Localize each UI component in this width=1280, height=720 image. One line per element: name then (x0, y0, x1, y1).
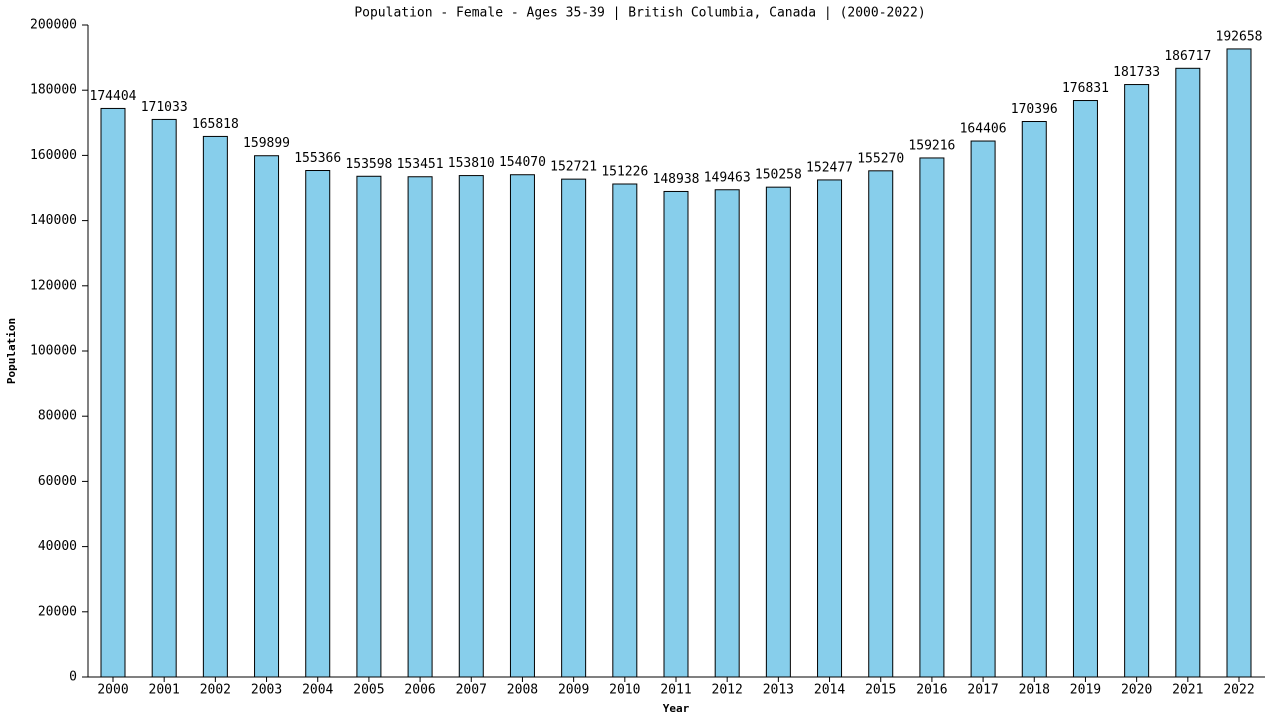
data-label: 176831 (1062, 81, 1109, 96)
data-label: 153451 (397, 157, 444, 172)
data-label: 153810 (448, 156, 495, 171)
bar (561, 178, 587, 678)
x-tick-label: 2005 (353, 683, 384, 698)
x-tick-label: 2020 (1121, 683, 1152, 698)
chart-title: Population - Female - Ages 35-39 | Briti… (354, 6, 925, 21)
bar (919, 157, 945, 678)
x-tick-label: 2011 (660, 683, 691, 698)
x-tick-label: 2009 (558, 683, 589, 698)
data-label: 181733 (1113, 65, 1160, 80)
x-tick-label: 2014 (814, 683, 845, 698)
x-tick-label: 2015 (865, 683, 896, 698)
x-tick-label: 2000 (97, 683, 128, 698)
data-label: 171033 (141, 100, 188, 115)
data-label: 164406 (960, 122, 1007, 137)
x-tick-label: 2012 (712, 683, 743, 698)
data-label: 159899 (243, 136, 290, 151)
x-tick-label: 2004 (302, 683, 333, 698)
data-label: 170396 (1011, 102, 1058, 117)
x-tick-label: 2013 (763, 683, 794, 698)
bar (305, 170, 331, 678)
x-tick-label: 2002 (200, 683, 231, 698)
y-tick-label: 60000 (38, 474, 77, 489)
data-label: 155270 (857, 151, 904, 166)
y-tick-label: 140000 (30, 213, 77, 228)
y-tick-label: 80000 (38, 409, 77, 424)
bar (1021, 121, 1047, 678)
data-label: 159216 (908, 138, 955, 153)
bar (407, 176, 433, 678)
y-tick-label: 180000 (30, 83, 77, 98)
y-tick-label: 0 (69, 670, 77, 685)
x-tick-label: 2008 (507, 683, 538, 698)
data-label: 152721 (550, 160, 597, 175)
bar (254, 155, 280, 678)
x-tick-label: 2017 (967, 683, 998, 698)
x-tick-label: 2006 (404, 683, 435, 698)
bar (765, 186, 791, 678)
bar (714, 189, 740, 678)
data-label: 149463 (704, 170, 751, 185)
bar (1124, 84, 1150, 678)
bar (458, 175, 484, 678)
y-tick-label: 40000 (38, 539, 77, 554)
data-label: 192658 (1216, 29, 1263, 44)
y-tick-label: 160000 (30, 148, 77, 163)
y-tick-label: 200000 (30, 18, 77, 33)
data-label: 148938 (653, 172, 700, 187)
x-tick-label: 2019 (1070, 683, 1101, 698)
bar (817, 179, 843, 678)
x-tick-label: 2001 (149, 683, 180, 698)
data-label: 174404 (90, 89, 137, 104)
data-label: 150258 (755, 168, 802, 183)
bar (509, 174, 535, 678)
x-tick-label: 2016 (916, 683, 947, 698)
y-tick-label: 20000 (38, 604, 77, 619)
x-tick-label: 2007 (456, 683, 487, 698)
x-tick-label: 2022 (1223, 683, 1254, 698)
y-tick-label: 100000 (30, 344, 77, 359)
data-label: 152477 (806, 160, 853, 175)
x-tick-label: 2021 (1172, 683, 1203, 698)
bar (100, 107, 126, 678)
x-axis-label: Year (663, 702, 690, 715)
bar (612, 183, 638, 678)
bar (1226, 48, 1252, 678)
data-label: 165818 (192, 117, 239, 132)
bar (356, 175, 382, 678)
data-label: 153598 (345, 157, 392, 172)
x-tick-label: 2010 (609, 683, 640, 698)
x-tick-label: 2003 (251, 683, 282, 698)
bar (1175, 67, 1201, 678)
bar (151, 118, 177, 678)
data-label: 151226 (601, 165, 648, 180)
bar (202, 135, 228, 678)
bar (1072, 100, 1098, 678)
data-label: 154070 (499, 155, 546, 170)
bar (868, 170, 894, 678)
data-label: 186717 (1164, 49, 1211, 64)
y-tick-label: 120000 (30, 278, 77, 293)
y-axis-label: Population (5, 318, 18, 384)
bar (970, 140, 996, 678)
x-tick-label: 2018 (1019, 683, 1050, 698)
bar (663, 190, 689, 678)
data-label: 155366 (294, 151, 341, 166)
